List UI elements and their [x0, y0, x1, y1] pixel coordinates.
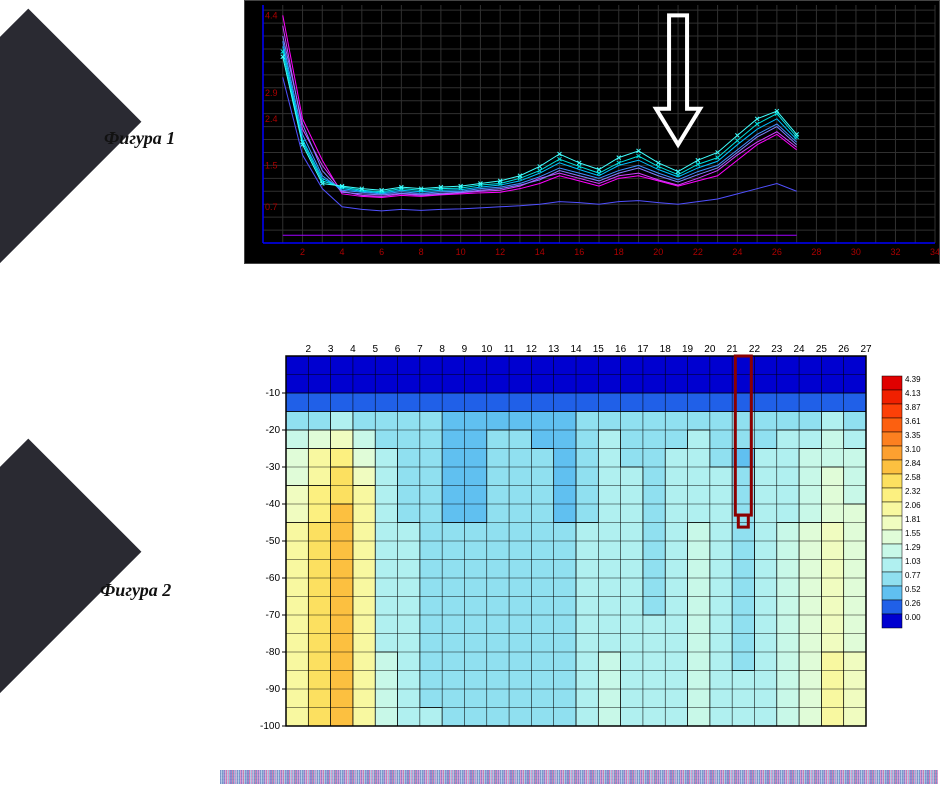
svg-text:1.81: 1.81	[905, 515, 921, 524]
svg-text:8: 8	[439, 344, 445, 355]
svg-text:34: 34	[930, 247, 939, 257]
svg-text:20: 20	[704, 344, 716, 355]
svg-text:0.26: 0.26	[905, 599, 921, 608]
svg-text:26: 26	[838, 344, 850, 355]
svg-text:2.06: 2.06	[905, 501, 921, 510]
svg-text:2.9: 2.9	[265, 88, 278, 98]
svg-text:23: 23	[771, 344, 783, 355]
svg-text:-70: -70	[266, 610, 281, 621]
svg-text:0.77: 0.77	[905, 571, 921, 580]
svg-text:22: 22	[693, 247, 703, 257]
svg-text:3: 3	[328, 344, 334, 355]
figure2-svg: 2345678910111213141516171819202122232425…	[244, 338, 938, 736]
svg-text:1.03: 1.03	[905, 557, 921, 566]
figure2-heatmap: 2345678910111213141516171819202122232425…	[244, 338, 938, 736]
svg-text:19: 19	[682, 344, 694, 355]
figure2-label: Фигура 2	[100, 580, 171, 601]
svg-text:3.35: 3.35	[905, 431, 921, 440]
svg-text:12: 12	[526, 344, 538, 355]
svg-text:6: 6	[395, 344, 401, 355]
svg-text:13: 13	[548, 344, 560, 355]
page: Фигура 1 Фигура 2 2468101214161820222426…	[0, 0, 940, 788]
svg-text:0.00: 0.00	[905, 613, 921, 622]
svg-text:16: 16	[615, 344, 627, 355]
svg-text:26: 26	[772, 247, 782, 257]
svg-text:4: 4	[340, 247, 345, 257]
svg-text:4.13: 4.13	[905, 389, 921, 398]
svg-text:32: 32	[890, 247, 900, 257]
svg-text:27: 27	[860, 344, 872, 355]
svg-text:-20: -20	[266, 425, 281, 436]
svg-text:10: 10	[481, 344, 493, 355]
svg-text:3.10: 3.10	[905, 445, 921, 454]
svg-text:5: 5	[372, 344, 378, 355]
svg-text:24: 24	[732, 247, 742, 257]
svg-text:7: 7	[417, 344, 423, 355]
svg-text:16: 16	[574, 247, 584, 257]
svg-text:28: 28	[811, 247, 821, 257]
svg-text:1.55: 1.55	[905, 529, 921, 538]
svg-text:0.52: 0.52	[905, 585, 921, 594]
figure1-svg: 2468101214161820222426283032340.71.52.42…	[245, 1, 939, 263]
svg-text:0.7: 0.7	[265, 202, 278, 212]
svg-text:-50: -50	[266, 536, 281, 547]
svg-text:20: 20	[653, 247, 663, 257]
svg-text:1.29: 1.29	[905, 543, 921, 552]
svg-text:3.61: 3.61	[905, 417, 921, 426]
svg-text:8: 8	[419, 247, 424, 257]
svg-text:4.39: 4.39	[905, 375, 921, 384]
svg-text:-100: -100	[260, 721, 280, 732]
svg-text:22: 22	[749, 344, 761, 355]
svg-text:3.87: 3.87	[905, 403, 921, 412]
svg-text:25: 25	[816, 344, 828, 355]
svg-text:14: 14	[570, 344, 582, 355]
svg-text:21: 21	[727, 344, 739, 355]
svg-text:4: 4	[350, 344, 356, 355]
svg-text:24: 24	[794, 344, 806, 355]
svg-text:-10: -10	[266, 388, 281, 399]
svg-text:2: 2	[306, 344, 312, 355]
figure1-line-chart: 2468101214161820222426283032340.71.52.42…	[244, 0, 940, 264]
svg-text:2.84: 2.84	[905, 459, 921, 468]
decorative-wedge-1	[0, 9, 141, 292]
svg-text:-80: -80	[266, 647, 281, 658]
svg-text:18: 18	[660, 344, 672, 355]
svg-text:10: 10	[456, 247, 466, 257]
svg-text:11: 11	[504, 344, 515, 355]
svg-text:2.4: 2.4	[265, 114, 278, 124]
svg-text:14: 14	[535, 247, 545, 257]
svg-text:17: 17	[637, 344, 649, 355]
svg-text:4.4: 4.4	[265, 10, 278, 20]
svg-text:18: 18	[614, 247, 624, 257]
svg-text:1.5: 1.5	[265, 160, 278, 170]
svg-text:2: 2	[300, 247, 305, 257]
noise-band	[220, 770, 938, 784]
svg-text:2.58: 2.58	[905, 473, 921, 482]
svg-text:-60: -60	[266, 573, 281, 584]
noise-band-svg	[220, 770, 938, 784]
svg-text:12: 12	[495, 247, 505, 257]
svg-text:-40: -40	[266, 499, 281, 510]
svg-text:6: 6	[379, 247, 384, 257]
svg-text:-30: -30	[266, 462, 281, 473]
svg-text:-90: -90	[266, 684, 281, 695]
svg-text:15: 15	[593, 344, 605, 355]
svg-text:30: 30	[851, 247, 861, 257]
svg-text:9: 9	[462, 344, 468, 355]
svg-text:2.32: 2.32	[905, 487, 921, 496]
figure1-label: Фигура 1	[104, 128, 175, 149]
